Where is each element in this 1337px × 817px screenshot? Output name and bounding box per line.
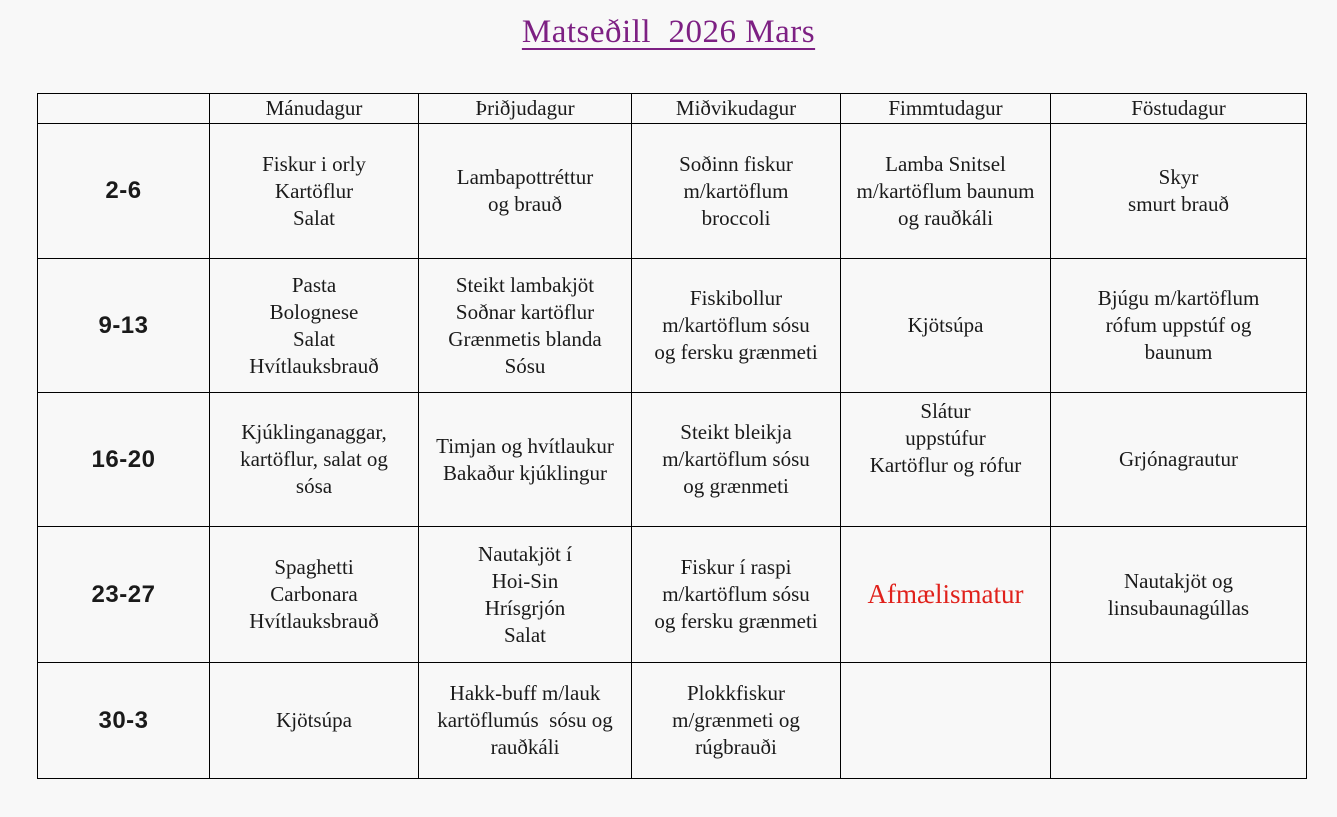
page-title: Matseðill 2026 Mars <box>521 14 816 50</box>
day-header-monday: Mánudagur <box>209 93 419 124</box>
day-header-tuesday: Þriðjudagur <box>418 93 632 124</box>
menu-cell: Fiskur i orly Kartöflur Salat <box>209 123 419 259</box>
menu-table: Mánudagur Þriðjudagur Miðvikudagur Fimmt… <box>37 93 1307 779</box>
menu-cell: Skyr smurt brauð <box>1050 123 1307 259</box>
week-row-16-20: 16-20 Kjúklinganaggar, kartöflur, salat … <box>37 392 1307 527</box>
menu-cell: Soðinn fiskur m/kartöflum broccoli <box>631 123 841 259</box>
day-header-thursday: Fimmtudagur <box>840 93 1051 124</box>
date-label: 23-27 <box>37 526 210 663</box>
menu-cell <box>840 662 1051 779</box>
menu-cell: Kjötsúpa <box>840 258 1051 393</box>
week-row-23-27: 23-27 Spaghetti Carbonara Hvítlauksbrauð… <box>37 526 1307 663</box>
cell-afmaelismatur: Afmælismatur <box>840 526 1051 663</box>
menu-cell: Grjónagrautur <box>1050 392 1307 527</box>
menu-cell: Fiskibollur m/kartöflum sósu og fersku g… <box>631 258 841 393</box>
menu-cell: Pasta Bolognese Salat Hvítlauksbrauð <box>209 258 419 393</box>
menu-cell: Lambapottréttur og brauð <box>418 123 632 259</box>
day-header-friday: Föstudagur <box>1050 93 1307 124</box>
corner-cell <box>37 93 210 124</box>
day-header-row: Mánudagur Þriðjudagur Miðvikudagur Fimmt… <box>37 93 1307 124</box>
menu-cell: Spaghetti Carbonara Hvítlauksbrauð <box>209 526 419 663</box>
menu-cell: Hakk-buff m/lauk kartöflumús sósu og rau… <box>418 662 632 779</box>
menu-cell <box>1050 662 1307 779</box>
menu-cell: Kjötsúpa <box>209 662 419 779</box>
menu-cell: Nautakjöt og linsubaunagúllas <box>1050 526 1307 663</box>
week-row-9-13: 9-13 Pasta Bolognese Salat Hvítlauksbrau… <box>37 258 1307 393</box>
date-label: 9-13 <box>37 258 210 393</box>
date-label: 2-6 <box>37 123 210 259</box>
menu-cell: Kjúklinganaggar, kartöflur, salat og sós… <box>209 392 419 527</box>
menu-cell: Steikt bleikja m/kartöflum sósu og grænm… <box>631 392 841 527</box>
day-header-wednesday: Miðvikudagur <box>631 93 841 124</box>
menu-cell: Steikt lambakjöt Soðnar kartöflur Grænme… <box>418 258 632 393</box>
menu-cell: Plokkfiskur m/grænmeti og rúgbrauði <box>631 662 841 779</box>
week-row-2-6: 2-6 Fiskur i orly Kartöflur Salat Lambap… <box>37 123 1307 259</box>
menu-cell: Bjúgu m/kartöflum rófum uppstúf og baunu… <box>1050 258 1307 393</box>
week-row-30-3: 30-3 Kjötsúpa Hakk-buff m/lauk kartöflum… <box>37 662 1307 779</box>
date-label: 30-3 <box>37 662 210 779</box>
menu-cell: Nautakjöt í Hoi-Sin Hrísgrjón Salat <box>418 526 632 663</box>
menu-cell: Slátur uppstúfur Kartöflur og rófur <box>840 392 1051 527</box>
menu-cell: Fiskur í raspi m/kartöflum sósu og fersk… <box>631 526 841 663</box>
menu-cell: Timjan og hvítlaukur Bakaður kjúklingur <box>418 392 632 527</box>
menu-cell: Lamba Snitsel m/kartöflum baunum og rauð… <box>840 123 1051 259</box>
date-label: 16-20 <box>37 392 210 527</box>
